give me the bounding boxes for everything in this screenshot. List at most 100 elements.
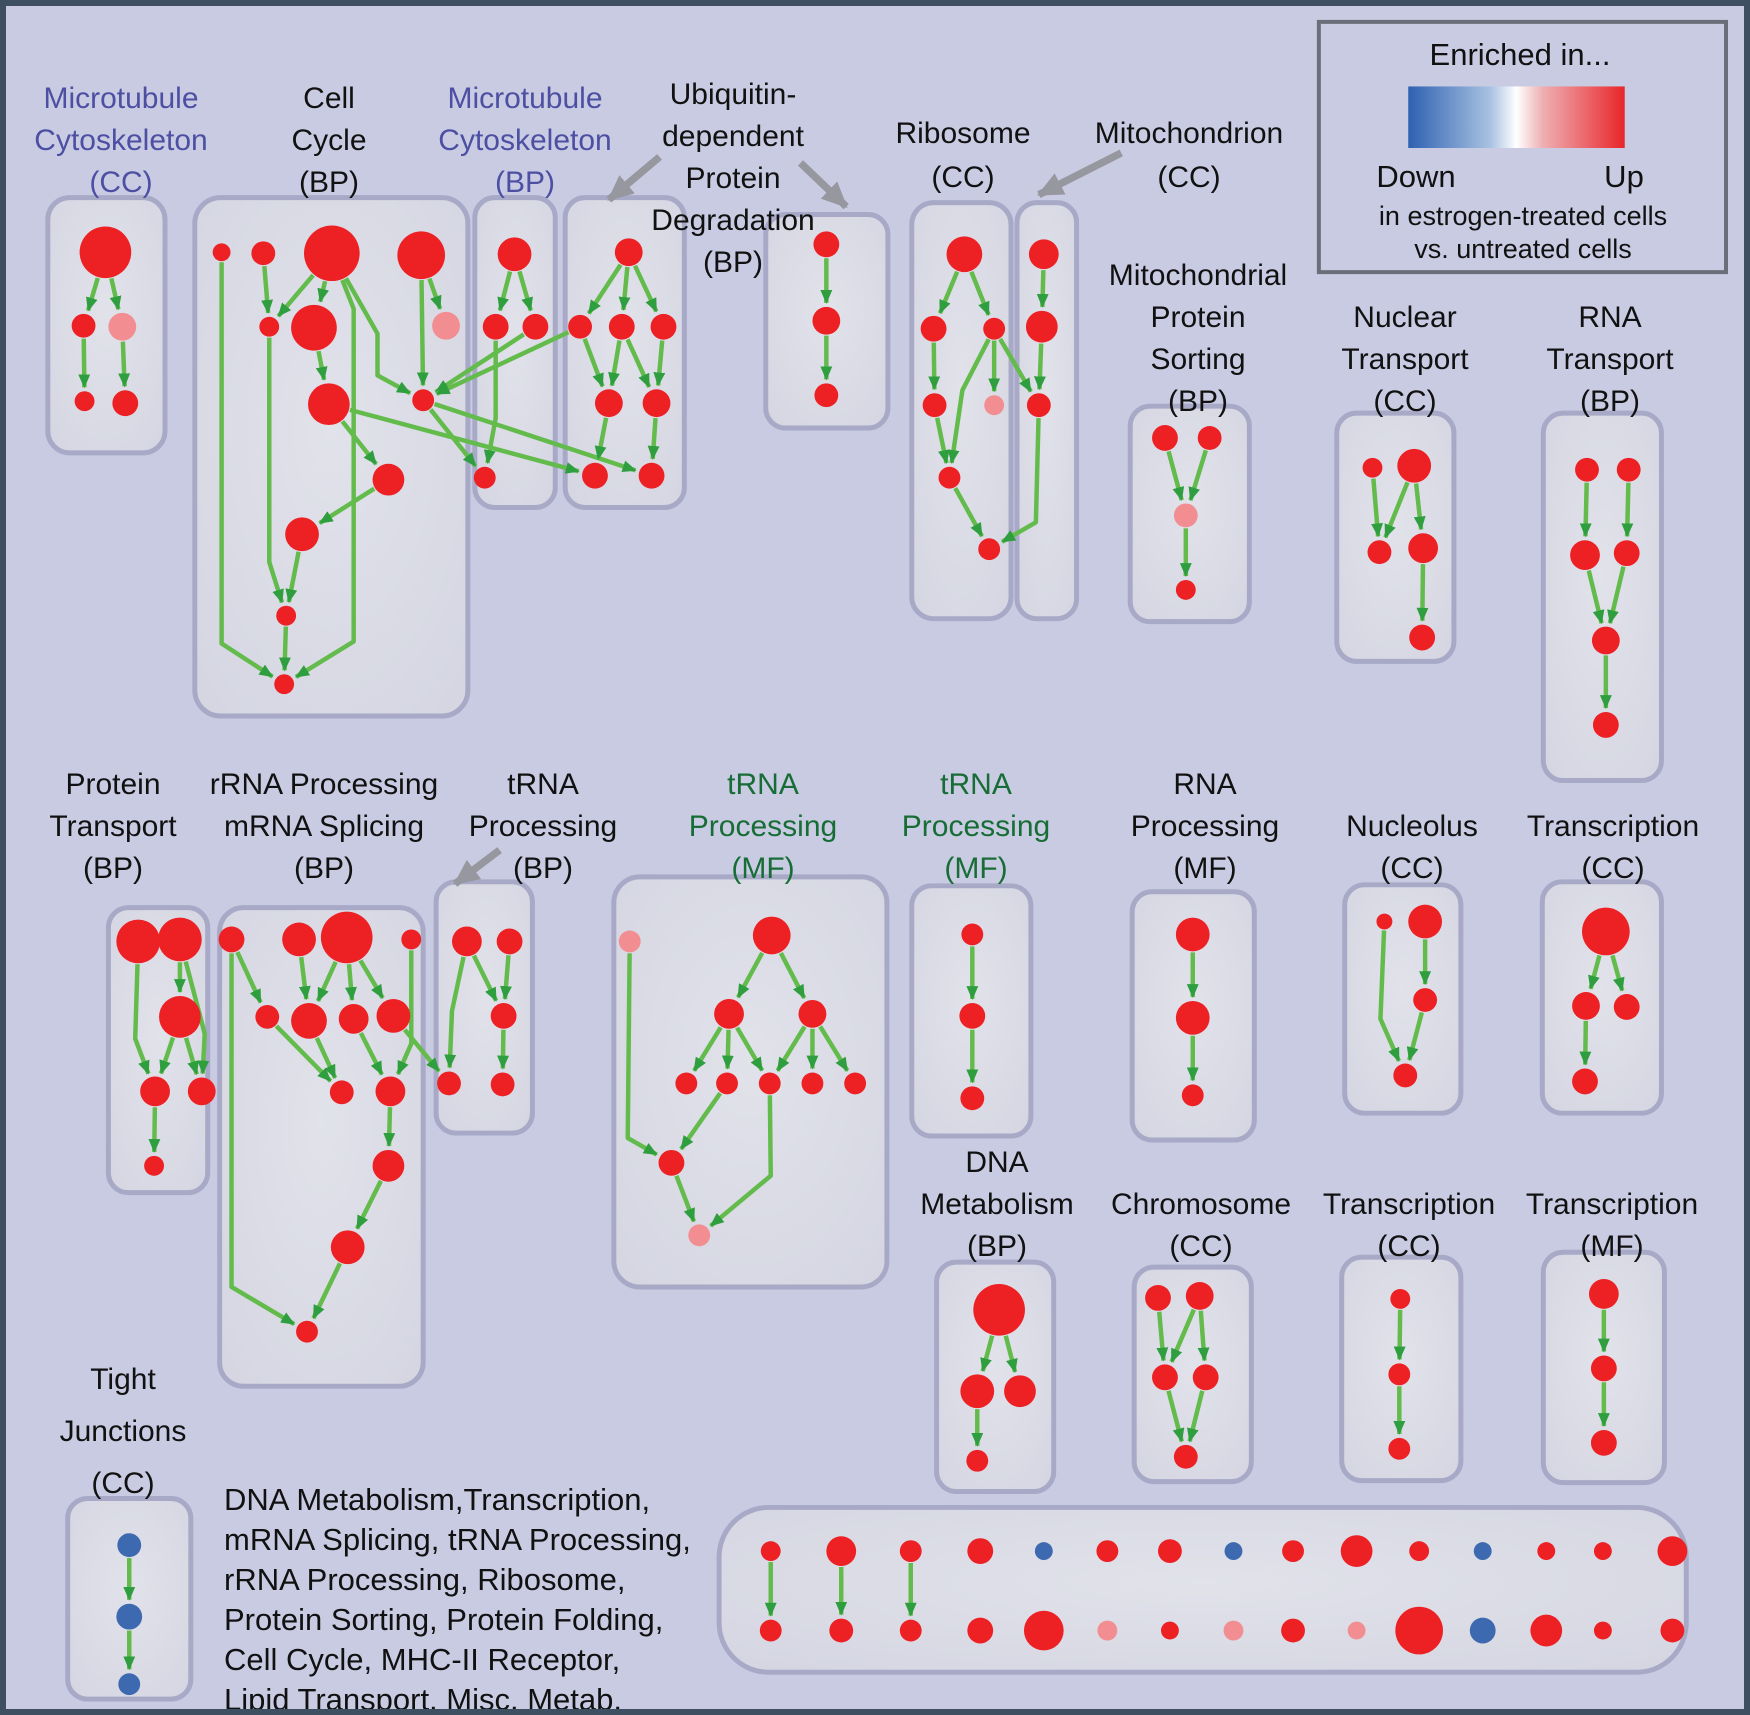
go-term-node <box>1034 1542 1053 1561</box>
relation-edge <box>775 1025 807 1072</box>
relation-edge <box>1000 418 1041 544</box>
go-term-node <box>330 1230 365 1265</box>
relation-edge <box>276 273 315 318</box>
box-chromosome <box>1131 1264 1254 1485</box>
go-term-node <box>716 1072 738 1095</box>
relation-edge <box>709 1095 773 1228</box>
relation-edge <box>219 262 274 679</box>
go-term-node <box>1192 1364 1219 1391</box>
relation-edge <box>721 1029 734 1070</box>
relation-edge <box>1588 954 1602 990</box>
go-term-node <box>1145 1284 1171 1311</box>
go-term-node <box>1582 907 1630 956</box>
go-term-node <box>1004 1375 1036 1408</box>
go-term-node <box>642 389 671 418</box>
box-mixed-bottom <box>716 1504 1689 1675</box>
relation-edge <box>358 959 385 1000</box>
go-term-node <box>320 911 373 964</box>
relation-edge <box>355 1179 383 1230</box>
relation-edge <box>278 626 291 672</box>
relation-edge <box>294 279 356 679</box>
box-protein-transport <box>105 905 211 1196</box>
relation-edge <box>674 1175 696 1223</box>
go-term-node <box>187 1077 216 1106</box>
relation-edge <box>344 277 412 396</box>
go-term-node <box>814 383 839 408</box>
go-term-node <box>1590 1355 1617 1382</box>
go-term-node <box>1281 1618 1305 1643</box>
go-term-node <box>1160 1621 1179 1640</box>
go-term-node <box>1347 1621 1366 1640</box>
go-term-node <box>826 1536 857 1567</box>
relation-edge <box>85 277 100 312</box>
go-term-node <box>618 930 641 953</box>
relation-edge <box>358 1032 384 1076</box>
go-term-node <box>1152 1364 1178 1391</box>
relation-edge <box>1169 1308 1196 1363</box>
go-term-node <box>1397 448 1432 483</box>
relation-edge <box>1166 1390 1185 1443</box>
relation-edge <box>1188 449 1208 502</box>
go-term-node <box>608 313 635 340</box>
go-term-node <box>1224 1542 1243 1561</box>
relation-edge <box>980 1335 995 1373</box>
relation-edge <box>434 332 525 394</box>
go-term-node <box>1409 624 1436 651</box>
go-term-node <box>1590 1429 1617 1456</box>
relation-edge <box>937 270 960 315</box>
go-term-node <box>959 1002 986 1029</box>
relation-edge <box>1003 1335 1018 1373</box>
relation-edge <box>403 1028 441 1073</box>
go-term-node <box>376 999 411 1033</box>
go-term-node <box>1409 1541 1430 1562</box>
go-term-node <box>1613 994 1640 1020</box>
relation-edge <box>428 408 478 468</box>
relation-edge <box>679 1091 723 1151</box>
go-term-node <box>1613 540 1640 567</box>
go-term-node <box>276 605 297 626</box>
relation-edge <box>345 963 357 1002</box>
relation-edge <box>1197 1310 1210 1362</box>
relation-edge <box>109 277 122 311</box>
go-term-node <box>758 1072 781 1095</box>
go-term-node <box>922 393 947 418</box>
relation-edge <box>818 1025 850 1072</box>
go-term-node <box>274 674 295 695</box>
go-term-node <box>1096 1540 1119 1563</box>
go-term-node <box>338 1003 369 1034</box>
relation-edge <box>1579 482 1592 538</box>
go-term-node <box>140 1076 170 1107</box>
go-term-node <box>251 241 276 266</box>
relation-edge <box>969 270 991 316</box>
go-term-node <box>1413 988 1438 1012</box>
go-term-node <box>938 466 961 489</box>
relation-edge <box>934 417 950 465</box>
relation-edge <box>608 340 622 387</box>
go-term-node <box>218 926 245 953</box>
go-term-node <box>752 916 791 955</box>
go-term-node <box>946 236 983 273</box>
go-term-node <box>1591 626 1620 655</box>
relation-edge <box>953 487 984 538</box>
go-term-node <box>688 1224 711 1247</box>
go-term-node <box>1175 579 1196 600</box>
go-term-node <box>482 313 509 340</box>
relation-edge <box>998 337 1033 393</box>
go-term-node <box>1197 426 1222 450</box>
go-term-node <box>658 1149 685 1176</box>
callout-ubiquitin-left-icon <box>606 154 662 203</box>
relation-edge <box>633 264 659 313</box>
go-term-node <box>473 466 496 489</box>
go-term-node <box>1023 1610 1064 1651</box>
go-term-node <box>1152 425 1178 451</box>
relation-edge <box>1610 954 1625 992</box>
go-term-node <box>1473 1542 1492 1561</box>
relation-edge <box>647 417 660 460</box>
go-term-node <box>490 1072 515 1097</box>
go-term-node <box>451 926 482 957</box>
box-transcription-cc-mid <box>1539 879 1664 1116</box>
go-term-node <box>1570 540 1600 571</box>
go-term-node <box>1367 540 1392 565</box>
go-term-node <box>967 1617 994 1644</box>
relation-edge <box>118 341 131 388</box>
